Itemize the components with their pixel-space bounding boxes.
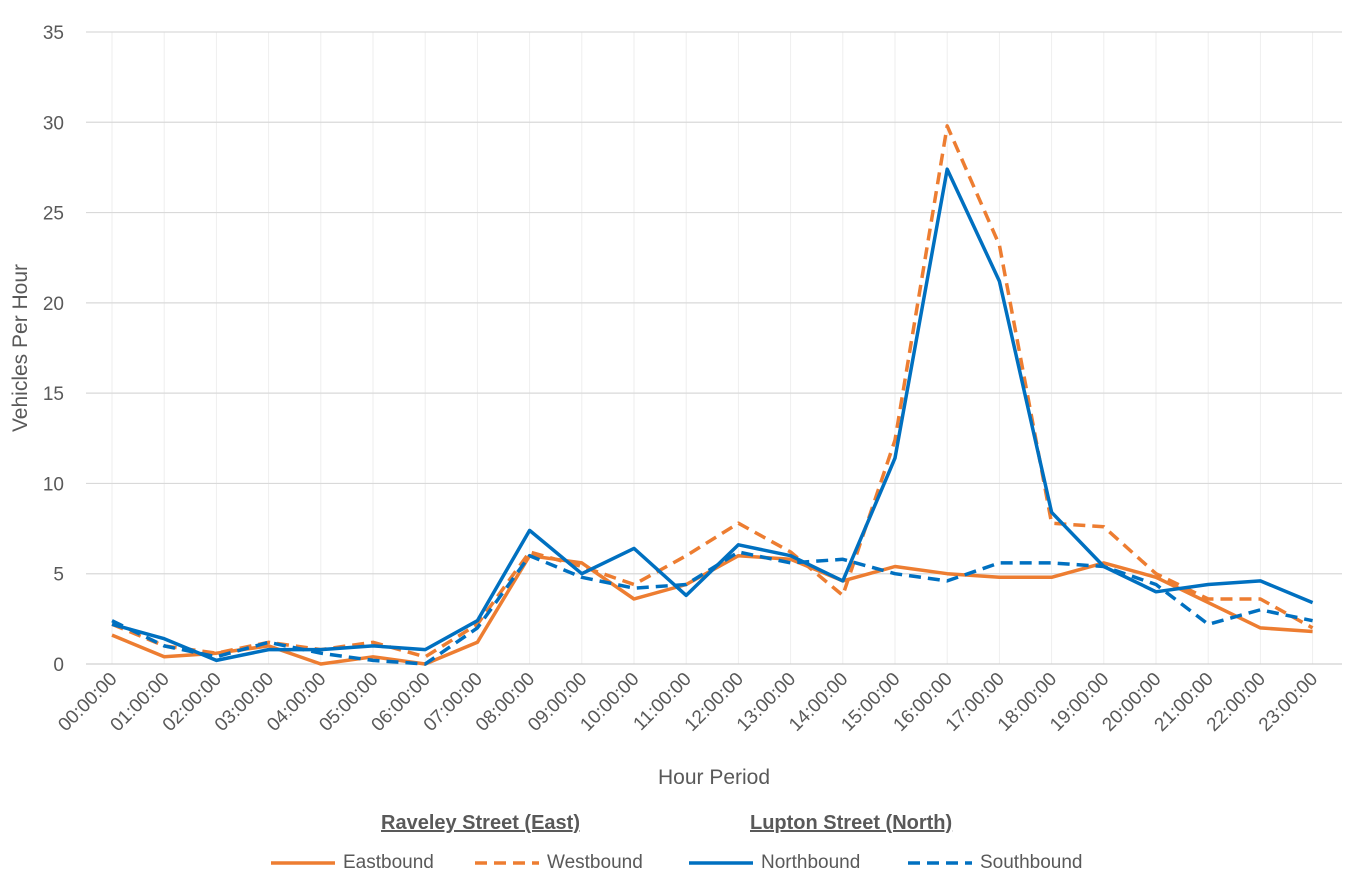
legend-group-title-lupton: Lupton Street (North): [750, 812, 953, 834]
legend-label-eastbound: Eastbound: [343, 852, 434, 873]
legend-label-northbound: Northbound: [761, 852, 861, 873]
y-axis-label: Vehicles Per Hour: [9, 264, 32, 432]
y-tick-label: 30: [43, 113, 64, 134]
y-tick-label: 25: [43, 204, 64, 225]
y-tick-label: 5: [53, 565, 64, 586]
legend-label-southbound: Southbound: [980, 852, 1083, 873]
y-tick-label: 0: [53, 655, 64, 676]
y-tick-label: 20: [43, 294, 64, 315]
legend-item-southbound: Southbound: [908, 852, 1083, 874]
legend-item-northbound: Northbound: [689, 852, 860, 874]
legend-swatch-southbound: [908, 861, 972, 865]
x-axis-label: Hour Period: [658, 766, 770, 789]
y-tick-label: 15: [43, 384, 64, 405]
legend-group-title-raveley: Raveley Street (East): [381, 812, 580, 834]
series-lines: [111, 124, 1314, 666]
legend-item-westbound: Westbound: [475, 852, 643, 874]
x-axis-ticks: 00:00:0001:00:0002:00:0003:00:0004:00:00…: [54, 669, 1322, 736]
legend-swatch-northbound: [689, 861, 753, 865]
legend: Eastbound Westbound Northbound Southboun…: [0, 852, 1361, 878]
series-line-northbound: [111, 167, 1314, 663]
y-axis-ticks: 0 5 10 15 20 25 30 35: [43, 23, 64, 676]
legend-swatch-westbound: [475, 861, 539, 865]
legend-item-eastbound: Eastbound: [271, 852, 434, 874]
legend-swatch-eastbound: [271, 861, 335, 865]
line-chart: 0 5 10 15 20 25 30 35 00:00:0001:00:0002:00:000…: [9, 23, 1342, 789]
y-tick-label: 10: [43, 474, 64, 495]
series-line-southbound: [111, 550, 1313, 666]
y-tick-label: 35: [43, 23, 64, 44]
series-line-westbound: [111, 124, 1314, 659]
legend-label-westbound: Westbound: [547, 852, 643, 873]
